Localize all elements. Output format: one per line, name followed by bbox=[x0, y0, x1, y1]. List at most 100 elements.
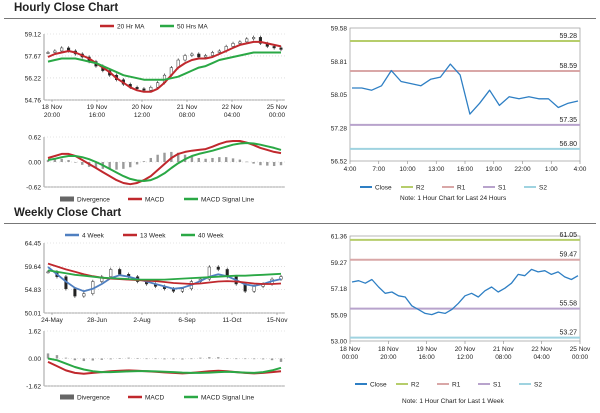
weekly-price-xtick-4: 11-Oct bbox=[222, 317, 241, 324]
hourly-macd-divergence-bar bbox=[231, 158, 235, 162]
hourly-macd-legend-label-2: MACD Signal Line bbox=[201, 197, 254, 204]
weekly-pivot-plot-frame bbox=[349, 235, 581, 342]
hourly-macd-divergence-bar bbox=[53, 159, 57, 162]
weekly-section-title: Weekly Close Chart bbox=[14, 207, 122, 219]
hourly-macd-divergence-bar bbox=[60, 158, 63, 162]
weekly-pivot-level-label-r1: 59.47 bbox=[559, 252, 577, 259]
weekly-pivot-legend-label-0: Close bbox=[370, 382, 387, 389]
hourly-macd-chart: 0.62 0.00 -0.62 Divergence MACD MACD Signal L… bbox=[26, 135, 285, 204]
hourly-pivot-xtick-5: 19:00 bbox=[486, 166, 503, 173]
weekly-pivot-level-label-s2: 53.27 bbox=[559, 330, 577, 337]
weekly-price-xtick-0: 24-May bbox=[41, 317, 63, 324]
weekly-pivot-xtick-time-6: 00:00 bbox=[572, 354, 589, 361]
weekly-price-ytick-1: 59.64 bbox=[25, 264, 42, 271]
weekly-pivot-ytick-1: 59.27 bbox=[331, 260, 348, 267]
hourly-price-legend-label-1: 50 Hrs MA bbox=[177, 24, 208, 31]
weekly-macd-divergence-bar bbox=[172, 358, 175, 360]
hourly-price-candle-body bbox=[60, 47, 64, 52]
hourly-price-candle-body bbox=[156, 82, 160, 88]
hourly-macd-legend-label-0: Divergence bbox=[77, 197, 110, 204]
weekly-macd-divergence-bar bbox=[252, 358, 256, 360]
weekly-macd-divergence-bar bbox=[127, 357, 130, 359]
hourly-pivot-level-label-r2: 59.28 bbox=[559, 33, 577, 40]
weekly-macd-divergence-bar bbox=[145, 358, 148, 360]
hourly-price-xtick-date-3: 21 Nov bbox=[177, 104, 198, 111]
hourly-price-candle-body bbox=[46, 52, 50, 54]
weekly-macd-divergence-bar bbox=[243, 358, 247, 360]
hourly-price-candle-body bbox=[210, 52, 215, 56]
weekly-macd-chart: 1.62 0.00 -1.62 Divergence MACD MACD Signal L… bbox=[26, 329, 285, 402]
weekly-macd-divergence-bar bbox=[100, 358, 103, 360]
weekly-macd-divergence-bar bbox=[73, 358, 77, 361]
hourly-pivot-xtick-8: 4:00 bbox=[574, 166, 587, 173]
weekly-price-chart: 64.45 59.64 54.83 50.01 4 Week 13 Week 40 Week… bbox=[25, 233, 289, 325]
hourly-macd-divergence-bar bbox=[190, 156, 194, 162]
hourly-macd-divergence-bar bbox=[259, 162, 262, 166]
weekly-pivot-xtick-time-2: 16:00 bbox=[419, 354, 436, 361]
weekly-macd-divergence-bar bbox=[118, 358, 121, 359]
hourly-price-candle-body bbox=[53, 50, 57, 53]
weekly-pivot-xtick-time-0: 00:00 bbox=[342, 354, 359, 361]
weekly-pivot-level-label-r2: 61.05 bbox=[559, 232, 577, 239]
hourly-macd-divergence-bar bbox=[279, 162, 283, 166]
weekly-macd-divergence-bar bbox=[154, 358, 157, 360]
hourly-macd-divergence-bar bbox=[46, 159, 50, 162]
hourly-pivot-ytick-0: 59.58 bbox=[331, 26, 348, 33]
hourly-macd-divergence-bar bbox=[177, 152, 180, 162]
hourly-macd-ytick-2: -0.62 bbox=[26, 185, 41, 192]
hourly-macd-divergence-bar bbox=[163, 152, 166, 162]
weekly-macd-series-macd-signal-line bbox=[47, 357, 282, 374]
weekly-macd-divergence-bar bbox=[91, 358, 95, 361]
hourly-pivot-legend-label-1: R2 bbox=[416, 185, 425, 192]
weekly-pivot-ytick-4: 53.00 bbox=[331, 339, 348, 346]
hourly-pivot-note: Note: 1 Hour Chart for Last 24 Hours bbox=[400, 195, 507, 202]
hourly-macd-divergence-bar bbox=[142, 161, 146, 162]
hourly-macd-divergence-bar bbox=[135, 162, 139, 165]
weekly-price-xtick-3: 6-Sep bbox=[178, 317, 196, 324]
hourly-pivot-xtick-4: 16:00 bbox=[457, 166, 474, 173]
hourly-price-xtick-time-0: 20:00 bbox=[44, 112, 61, 119]
hourly-price-ytick-2: 56.22 bbox=[25, 75, 42, 82]
hourly-macd-divergence-bar bbox=[252, 162, 255, 164]
weekly-macd-divergence-bar bbox=[199, 357, 202, 359]
hourly-pivot-ytick-3: 57.28 bbox=[331, 125, 348, 132]
hourly-price-candle-body bbox=[272, 46, 276, 49]
weekly-macd-divergence-bar bbox=[136, 357, 139, 359]
hourly-price-candle-body bbox=[238, 41, 242, 44]
weekly-price-xtick-5: 15-Nov bbox=[267, 317, 289, 324]
weekly-macd-ytick-0: 1.62 bbox=[28, 329, 41, 336]
weekly-pivot-level-label-s1: 55.58 bbox=[559, 301, 577, 308]
weekly-price-ytick-0: 64.45 bbox=[25, 241, 42, 248]
weekly-pivot-chart: 61.36 59.27 57.18 55.09 53.00 61.05 59.47 55.58… bbox=[331, 232, 591, 389]
weekly-pivot-xtick-date-4: 21 Nov bbox=[493, 346, 514, 353]
hourly-price-xtick-time-5: 00:00 bbox=[269, 112, 286, 119]
hourly-pivot-xtick-1: 7:00 bbox=[372, 166, 385, 173]
hourly-macd-divergence-bar bbox=[224, 157, 228, 162]
hourly-price-series-20-hr-ma bbox=[47, 40, 282, 93]
weekly-pivot-xtick-time-5: 04:00 bbox=[534, 354, 551, 361]
weekly-price-ytick-3: 50.01 bbox=[25, 311, 42, 318]
hourly-price-series-50-hrs-ma bbox=[47, 51, 281, 81]
hourly-price-legend-label-0: 20 Hr MA bbox=[117, 24, 145, 31]
weekly-pivot-legend-label-4: S2 bbox=[534, 382, 542, 389]
weekly-pivot-ytick-3: 55.09 bbox=[331, 312, 348, 319]
weekly-macd-divergence-bar bbox=[82, 358, 86, 362]
weekly-macd-divergence-bar bbox=[217, 357, 220, 359]
weekly-macd-divergence-bar bbox=[64, 357, 68, 359]
hourly-price-candle-body bbox=[279, 47, 283, 50]
hourly-pivot-xtick-3: 13:00 bbox=[428, 166, 445, 173]
weekly-pivot-legend-label-1: R2 bbox=[411, 382, 420, 389]
weekly-macd-legend-label-1: MACD bbox=[145, 395, 164, 402]
hourly-pivot-xtick-0: 4:00 bbox=[344, 166, 357, 173]
hourly-pivot-ytick-2: 58.05 bbox=[331, 92, 348, 99]
hourly-pivot-xtick-2: 10:00 bbox=[399, 166, 416, 173]
weekly-pivot-xtick-date-5: 22 Nov bbox=[531, 346, 552, 353]
weekly-pivot-legend-label-2: R1 bbox=[452, 382, 461, 389]
hourly-pivot-legend-label-0: Close bbox=[375, 185, 392, 192]
hourly-macd-divergence-bar bbox=[74, 162, 77, 163]
hourly-pivot-legend-label-3: S1 bbox=[498, 185, 506, 192]
weekly-pivot-note: Note: 1 Hour Chart for Last 1 Week bbox=[402, 398, 504, 405]
weekly-price-series-40-week bbox=[47, 269, 282, 281]
hourly-pivot-xtick-7: 1:00 bbox=[545, 166, 558, 173]
hourly-price-xtick-date-2: 20 Nov bbox=[132, 104, 153, 111]
